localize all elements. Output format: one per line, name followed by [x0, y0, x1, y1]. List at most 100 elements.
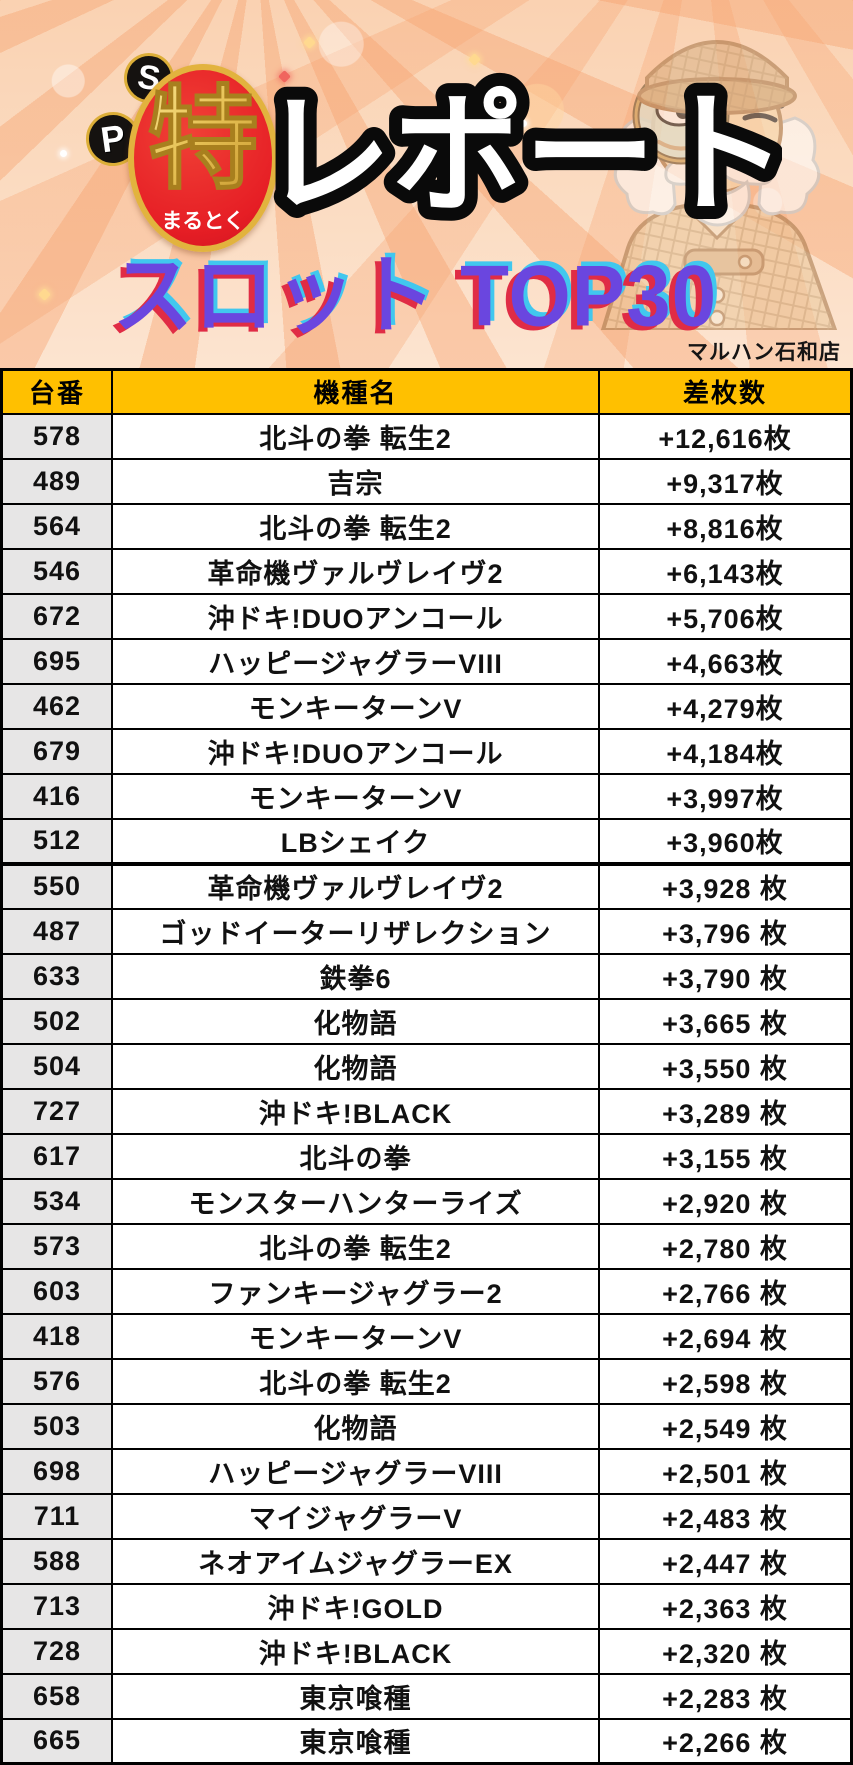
table-row: 578 北斗の拳 転生2 +12,616枚 [0, 412, 853, 460]
diff-count-cell: +2,363 枚 [598, 1582, 853, 1630]
table-row: 633 鉄拳6 +3,790 枚 [0, 952, 853, 1000]
machine-name-cell: 北斗の拳 転生2 [110, 502, 601, 550]
machine-name-cell: 北斗の拳 [110, 1132, 601, 1180]
table-row: 672 沖ドキ!DUOアンコール +5,706枚 [0, 592, 853, 640]
table-row: 462 モンキーターンV +4,279枚 [0, 682, 853, 730]
machine-number-cell: 573 [0, 1222, 113, 1270]
table-row: 679 沖ドキ!DUOアンコール +4,184枚 [0, 727, 853, 775]
diff-count-cell: +8,816枚 [598, 502, 853, 550]
machine-number-cell: 512 [0, 817, 113, 866]
machine-number-cell: 462 [0, 682, 113, 730]
machine-name-cell: 東京喰種 [110, 1672, 601, 1720]
table-row: 698 ハッピージャグラーVIII +2,501 枚 [0, 1447, 853, 1495]
diff-count-cell: +2,447 枚 [598, 1537, 853, 1585]
machine-number-cell: 728 [0, 1627, 113, 1675]
machine-number-cell: 564 [0, 502, 113, 550]
table-row: 603 ファンキージャグラー2 +2,766 枚 [0, 1267, 853, 1315]
machine-name-cell: ネオアイムジャグラーEX [110, 1537, 601, 1585]
table-row: 502 化物語 +3,665 枚 [0, 997, 853, 1045]
report-logo-text-svg: レポート [266, 68, 782, 241]
machine-number-cell: 617 [0, 1132, 113, 1180]
diff-count-cell: +2,598 枚 [598, 1357, 853, 1405]
machine-number-cell: 489 [0, 457, 113, 505]
machine-name-cell: 北斗の拳 転生2 [110, 412, 601, 460]
machine-number-cell: 504 [0, 1042, 113, 1090]
table-row: 728 沖ドキ!BLACK +2,320 枚 [0, 1627, 853, 1675]
table-row: 573 北斗の拳 転生2 +2,780 枚 [0, 1222, 853, 1270]
machine-name-cell: 化物語 [110, 997, 601, 1045]
table-row: 546 革命機ヴァルヴレイヴ2 +6,143枚 [0, 547, 853, 595]
table-row: 665 東京喰種 +2,266 枚 [0, 1717, 853, 1765]
machine-number-cell: 727 [0, 1087, 113, 1135]
diff-count-cell: +12,616枚 [598, 412, 853, 460]
machine-number-cell: 503 [0, 1402, 113, 1450]
diff-count-cell: +2,266 枚 [598, 1717, 853, 1765]
ranking-table-wrap: 台番 機種名 差枚数 578 北斗の拳 転生2 +12,616枚 489 吉宗 … [0, 368, 853, 1765]
machine-name-cell: 沖ドキ!DUOアンコール [110, 592, 601, 640]
diff-count-cell: +3,960枚 [598, 817, 853, 866]
machine-number-cell: 665 [0, 1717, 113, 1765]
machine-number-cell: 695 [0, 637, 113, 685]
diff-count-cell: +2,766 枚 [598, 1267, 853, 1315]
machine-name-cell: 化物語 [110, 1042, 601, 1090]
table-row: 727 沖ドキ!BLACK +3,289 枚 [0, 1087, 853, 1135]
diff-count-cell: +4,184枚 [598, 727, 853, 775]
machine-name-cell: 北斗の拳 転生2 [110, 1357, 601, 1405]
machine-name-cell: ゴッドイーターリザレクション [110, 907, 601, 955]
machine-number-cell: 588 [0, 1537, 113, 1585]
table-row: 416 モンキーターンV +3,997枚 [0, 772, 853, 820]
table-header-row: 台番 機種名 差枚数 [0, 368, 853, 415]
page-title: スロット TOP30 [112, 247, 718, 344]
machine-name-cell: 革命機ヴァルヴレイヴ2 [110, 862, 601, 910]
diff-count-cell: +2,694 枚 [598, 1312, 853, 1360]
sparkle-icon [303, 36, 316, 49]
machine-number-cell: 679 [0, 727, 113, 775]
diff-count-cell: +3,928 枚 [598, 862, 853, 910]
machine-name-cell: ハッピージャグラーVIII [110, 1447, 601, 1495]
diff-count-cell: +3,155 枚 [598, 1132, 853, 1180]
table-row: 512 LBシェイク +3,960枚 [0, 817, 853, 866]
column-header-diff: 差枚数 [598, 368, 853, 415]
table-row: 534 モンスターハンターライズ +2,920 枚 [0, 1177, 853, 1225]
machine-name-cell: モンキーターンV [110, 772, 601, 820]
table-row: 576 北斗の拳 転生2 +2,598 枚 [0, 1357, 853, 1405]
machine-name-cell: 吉宗 [110, 457, 601, 505]
machine-number-cell: 418 [0, 1312, 113, 1360]
machine-name-cell: 沖ドキ!DUOアンコール [110, 727, 601, 775]
sparkle-icon [60, 150, 67, 157]
machine-number-cell: 633 [0, 952, 113, 1000]
ranking-table-body: 578 北斗の拳 転生2 +12,616枚 489 吉宗 +9,317枚 564… [0, 412, 853, 1765]
machine-name-cell: ハッピージャグラーVIII [110, 637, 601, 685]
table-row: 695 ハッピージャグラーVIII +4,663枚 [0, 637, 853, 685]
diff-count-cell: +2,320 枚 [598, 1627, 853, 1675]
table-row: 658 東京喰種 +2,283 枚 [0, 1672, 853, 1720]
machine-number-cell: 578 [0, 412, 113, 460]
machine-number-cell: 546 [0, 547, 113, 595]
report-logo-text: レポート [266, 81, 782, 228]
sparkle-icon [520, 120, 527, 127]
diff-count-cell: +2,483 枚 [598, 1492, 853, 1540]
machine-name-cell: 北斗の拳 転生2 [110, 1222, 601, 1270]
toku-kanji: 特 [147, 77, 259, 202]
machine-number-cell: 698 [0, 1447, 113, 1495]
table-row: 550 革命機ヴァルヴレイヴ2 +3,928 枚 [0, 862, 853, 910]
table-row: 588 ネオアイムジャグラーEX +2,447 枚 [0, 1537, 853, 1585]
machine-number-cell: 658 [0, 1672, 113, 1720]
diff-count-cell: +2,283 枚 [598, 1672, 853, 1720]
diff-count-cell: +3,796 枚 [598, 907, 853, 955]
machine-name-cell: モンスターハンターライズ [110, 1177, 601, 1225]
diff-count-cell: +5,706枚 [598, 592, 853, 640]
table-row: 711 マイジャグラーV +2,483 枚 [0, 1492, 853, 1540]
machine-name-cell: ファンキージャグラー2 [110, 1267, 601, 1315]
diff-count-cell: +3,665 枚 [598, 997, 853, 1045]
machine-number-cell: 711 [0, 1492, 113, 1540]
machine-name-cell: マイジャグラーV [110, 1492, 601, 1540]
logo-badge-p-letter: P [98, 116, 128, 161]
machine-number-cell: 534 [0, 1177, 113, 1225]
detective-mascot-illustration [600, 40, 838, 330]
diff-count-cell: +2,549 枚 [598, 1402, 853, 1450]
diff-count-cell: +2,780 枚 [598, 1222, 853, 1270]
machine-name-cell: 沖ドキ!GOLD [110, 1582, 601, 1630]
diff-count-cell: +9,317枚 [598, 457, 853, 505]
